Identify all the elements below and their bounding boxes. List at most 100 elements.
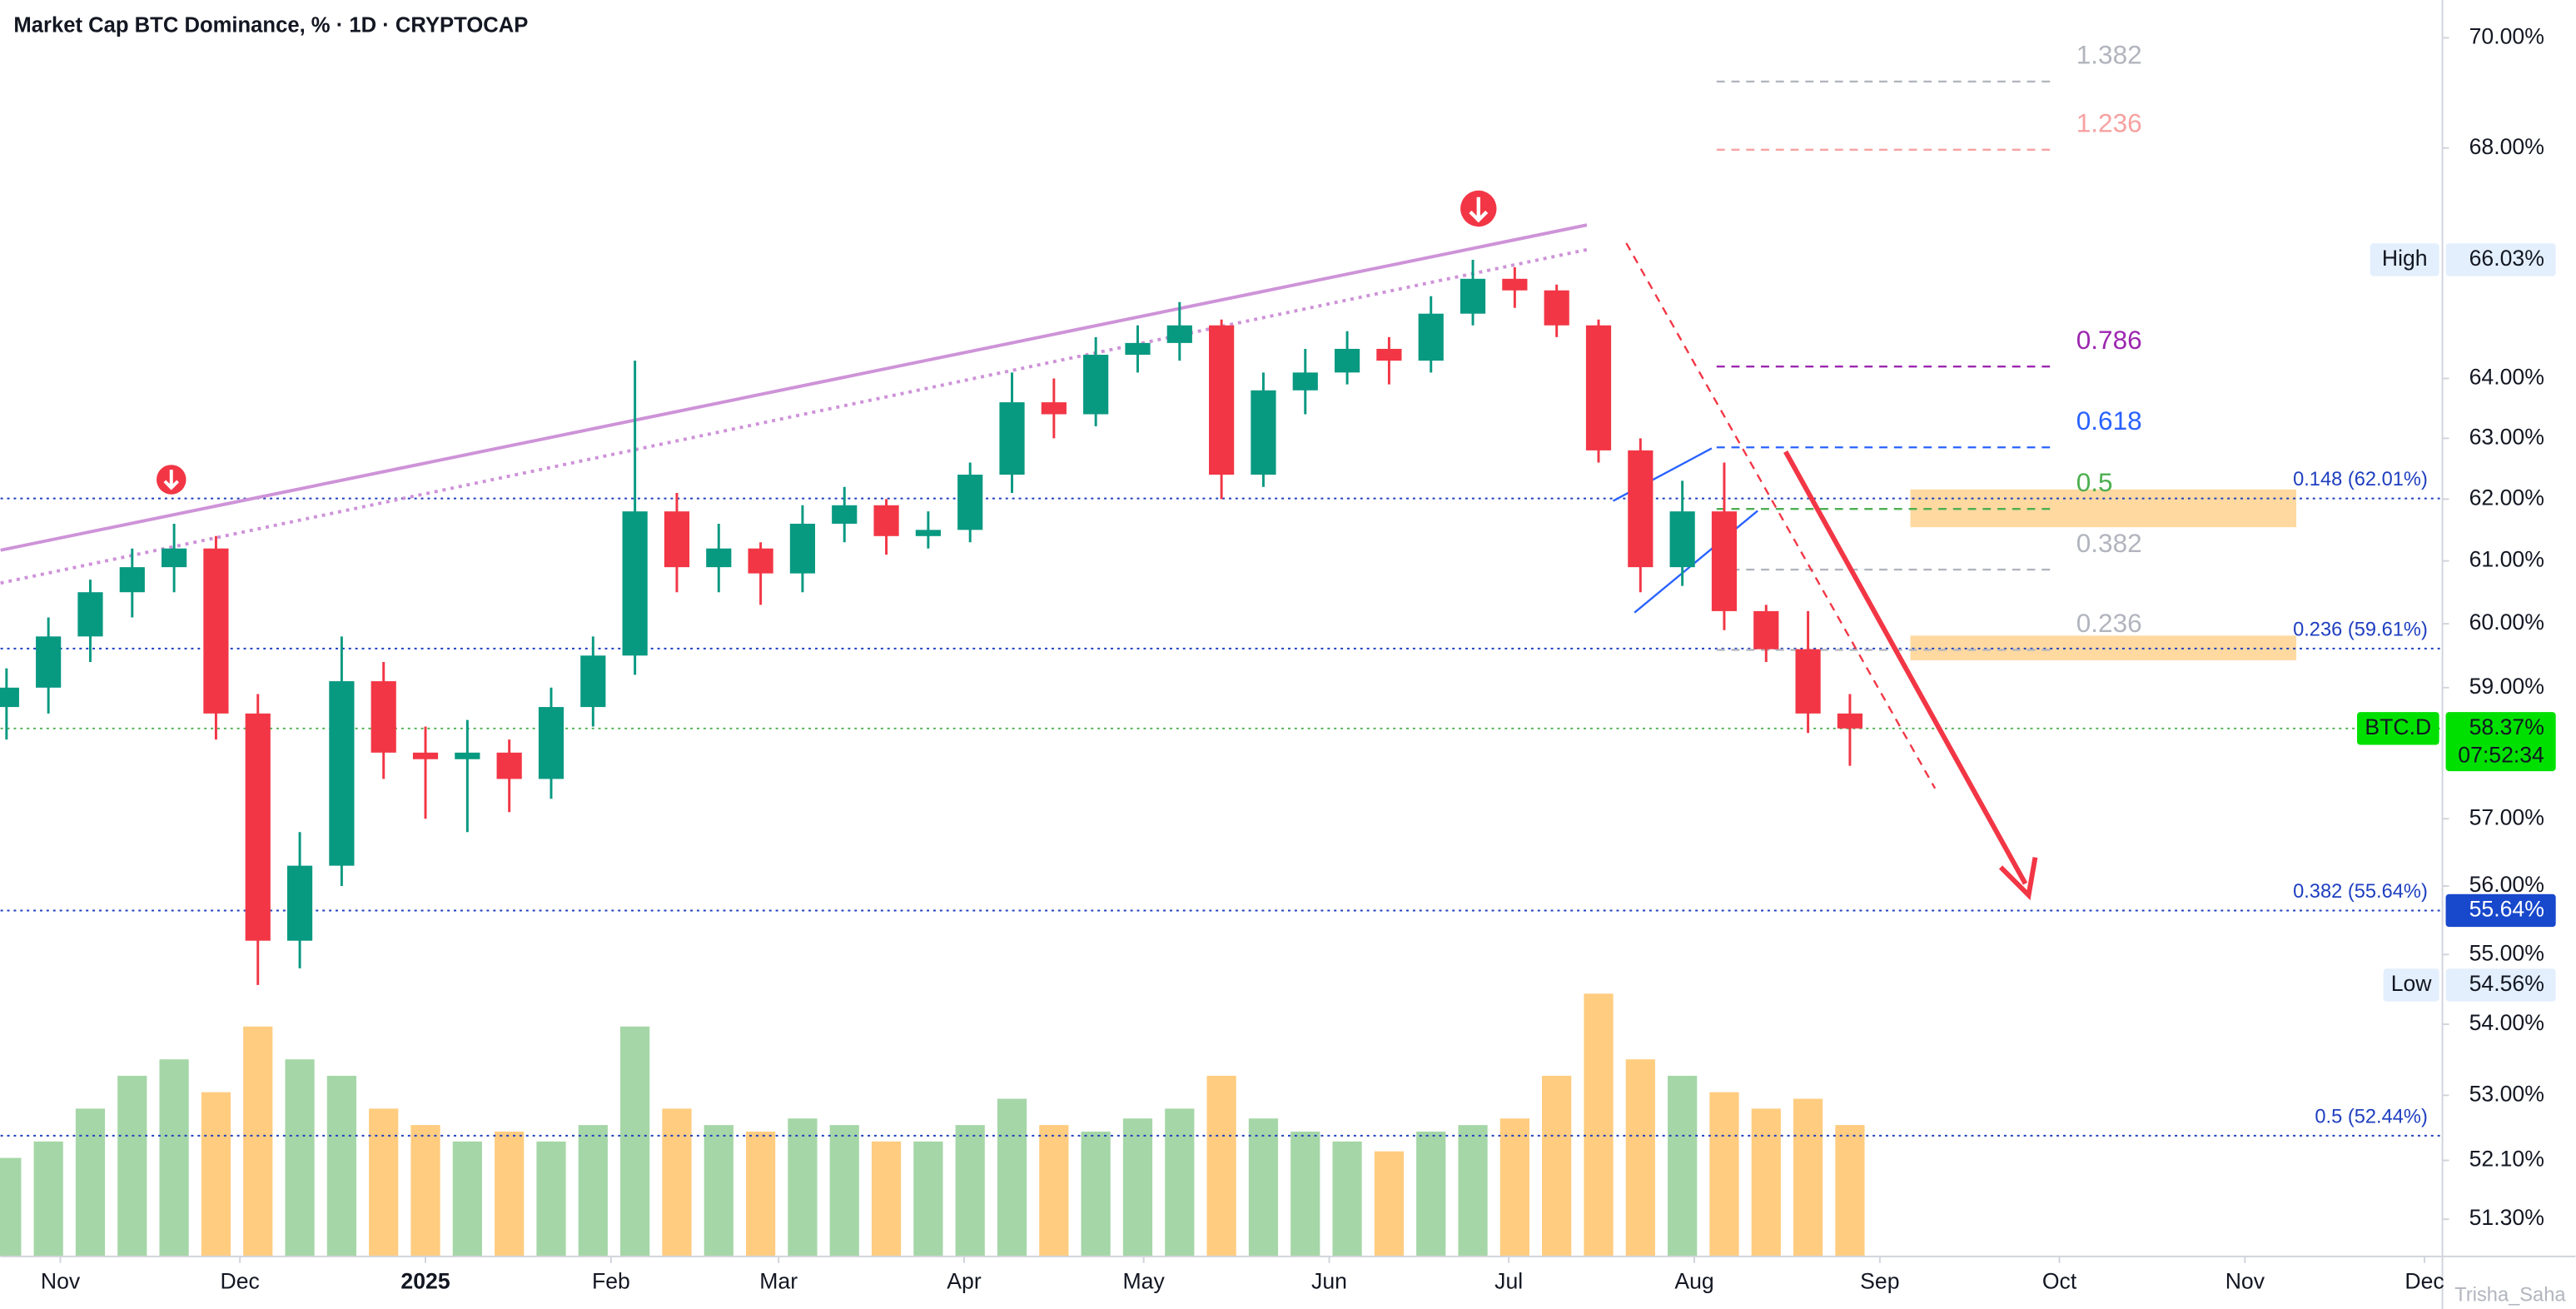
- x-tick-label: Oct: [2042, 1268, 2077, 1293]
- candle-body: [162, 548, 187, 568]
- volume-bar: [1584, 993, 1614, 1257]
- x-tick-label: Nov: [2225, 1268, 2265, 1293]
- volume-bar: [495, 1131, 525, 1257]
- volume-bar: [1625, 1059, 1655, 1257]
- candle-body: [748, 548, 773, 574]
- candle-body: [1837, 713, 1863, 729]
- volume-bar: [788, 1118, 818, 1257]
- volume-bar: [0, 1157, 22, 1257]
- volume-bar: [1248, 1118, 1279, 1257]
- candle-body: [1209, 325, 1235, 475]
- volume-bar: [159, 1059, 189, 1257]
- volume-bar: [1793, 1098, 1823, 1257]
- x-tick-label: Sep: [1860, 1268, 1899, 1293]
- y-tick-label: 62.00%: [2469, 485, 2544, 510]
- x-tick-label: Jul: [1494, 1268, 1523, 1293]
- volume-bar: [1039, 1125, 1069, 1257]
- countdown: 07:52:34: [2458, 742, 2544, 767]
- candle-body: [412, 752, 439, 759]
- y-tick-label: 60.00%: [2469, 610, 2544, 635]
- level-label: 0.148 (62.01%): [2293, 469, 2428, 490]
- watermark: Trisha_Saha: [2454, 1284, 2566, 1306]
- candle-body: [999, 402, 1025, 475]
- candle-body: [119, 567, 145, 593]
- volume-bar: [1290, 1131, 1320, 1257]
- volume-bar: [201, 1092, 231, 1257]
- y-tick-label: 61.00%: [2469, 547, 2544, 572]
- volume-bar: [536, 1141, 566, 1257]
- candle-body: [1502, 278, 1528, 291]
- x-tick-label: Feb: [592, 1268, 630, 1293]
- sell-icon: [163, 470, 180, 490]
- volume-bar: [1165, 1108, 1195, 1257]
- candle-body: [329, 681, 355, 866]
- candle-body: [245, 713, 271, 941]
- x-tick-label: Jun: [1311, 1268, 1347, 1293]
- volume-bar: [1709, 1092, 1739, 1257]
- fib-label: 0.618: [2076, 406, 2142, 436]
- candle-body: [0, 687, 19, 708]
- volume-bar: [326, 1075, 357, 1257]
- levels: 0.148 (62.01%) 0.236 (59.61%) 0.382 (55.64…: [0, 40, 2443, 1137]
- candle-body: [789, 523, 816, 574]
- candle-body: [286, 865, 313, 941]
- volume-bar: [1374, 1151, 1405, 1257]
- x-tick-label: May: [1123, 1268, 1166, 1293]
- volume-bar: [1416, 1131, 1446, 1257]
- candle-body: [1083, 355, 1109, 415]
- price-marker-label-bg: [2383, 968, 2439, 1002]
- volume-bar: [1458, 1125, 1488, 1257]
- trendline: [0, 223, 1588, 552]
- price-marker-value: 66.03%: [2469, 246, 2544, 271]
- x-tick-label: Apr: [947, 1268, 982, 1293]
- candle-body: [1585, 325, 1612, 450]
- x-tick-label: Aug: [1674, 1268, 1713, 1293]
- candle-body: [957, 475, 983, 530]
- candle-body: [580, 655, 606, 708]
- candle-body: [706, 548, 732, 568]
- fib-label: 1.382: [2076, 40, 2142, 70]
- fib-label: 1.236: [2076, 107, 2142, 137]
- candle-body: [1795, 649, 1821, 714]
- price-marker: [2445, 243, 2556, 276]
- volume-bar: [997, 1098, 1027, 1257]
- candle-body: [538, 707, 564, 779]
- volume-bar: [1835, 1125, 1865, 1257]
- volume-bar: [745, 1131, 776, 1257]
- y-tick-label: 53.00%: [2469, 1081, 2544, 1106]
- price-marker-value: 58.37%: [2469, 714, 2544, 739]
- volume-bar: [578, 1125, 608, 1257]
- price-marker-label: Low: [2391, 971, 2433, 996]
- candle-body: [496, 752, 522, 779]
- candle-body: [1125, 342, 1151, 356]
- volume-bar: [913, 1141, 943, 1257]
- candle-body: [1669, 511, 1695, 568]
- y-tick-label: 68.00%: [2469, 134, 2544, 159]
- volume-bar: [704, 1125, 734, 1257]
- fib-label: 0.382: [2076, 528, 2142, 558]
- volume-bar: [75, 1108, 106, 1257]
- candle-body: [1711, 511, 1738, 611]
- dashed-trend: [1625, 242, 1937, 789]
- y-tick-label: 63.00%: [2469, 424, 2544, 449]
- volume-bar: [829, 1125, 859, 1257]
- volume-bar: [1332, 1141, 1362, 1257]
- y-tick-label: 59.00%: [2469, 674, 2544, 699]
- candle-body: [1460, 278, 1486, 314]
- volume-bar: [1206, 1075, 1236, 1257]
- volume-bar: [1668, 1075, 1698, 1257]
- volume-bar: [1122, 1118, 1153, 1257]
- volume-bar: [955, 1125, 985, 1257]
- volume-bar: [285, 1059, 315, 1257]
- volume-bar: [1751, 1108, 1781, 1257]
- candle-body: [77, 592, 103, 637]
- candle-body: [1251, 390, 1276, 475]
- y-tick-label: 51.30%: [2469, 1205, 2544, 1230]
- candle-body: [1376, 348, 1402, 361]
- candle-body: [1166, 325, 1192, 343]
- candle-body: [455, 752, 480, 759]
- y-tick-label: 56.00%: [2469, 872, 2544, 897]
- sell-icon: [1469, 197, 1489, 223]
- drawings: [0, 190, 2038, 901]
- candle-body: [1334, 348, 1360, 373]
